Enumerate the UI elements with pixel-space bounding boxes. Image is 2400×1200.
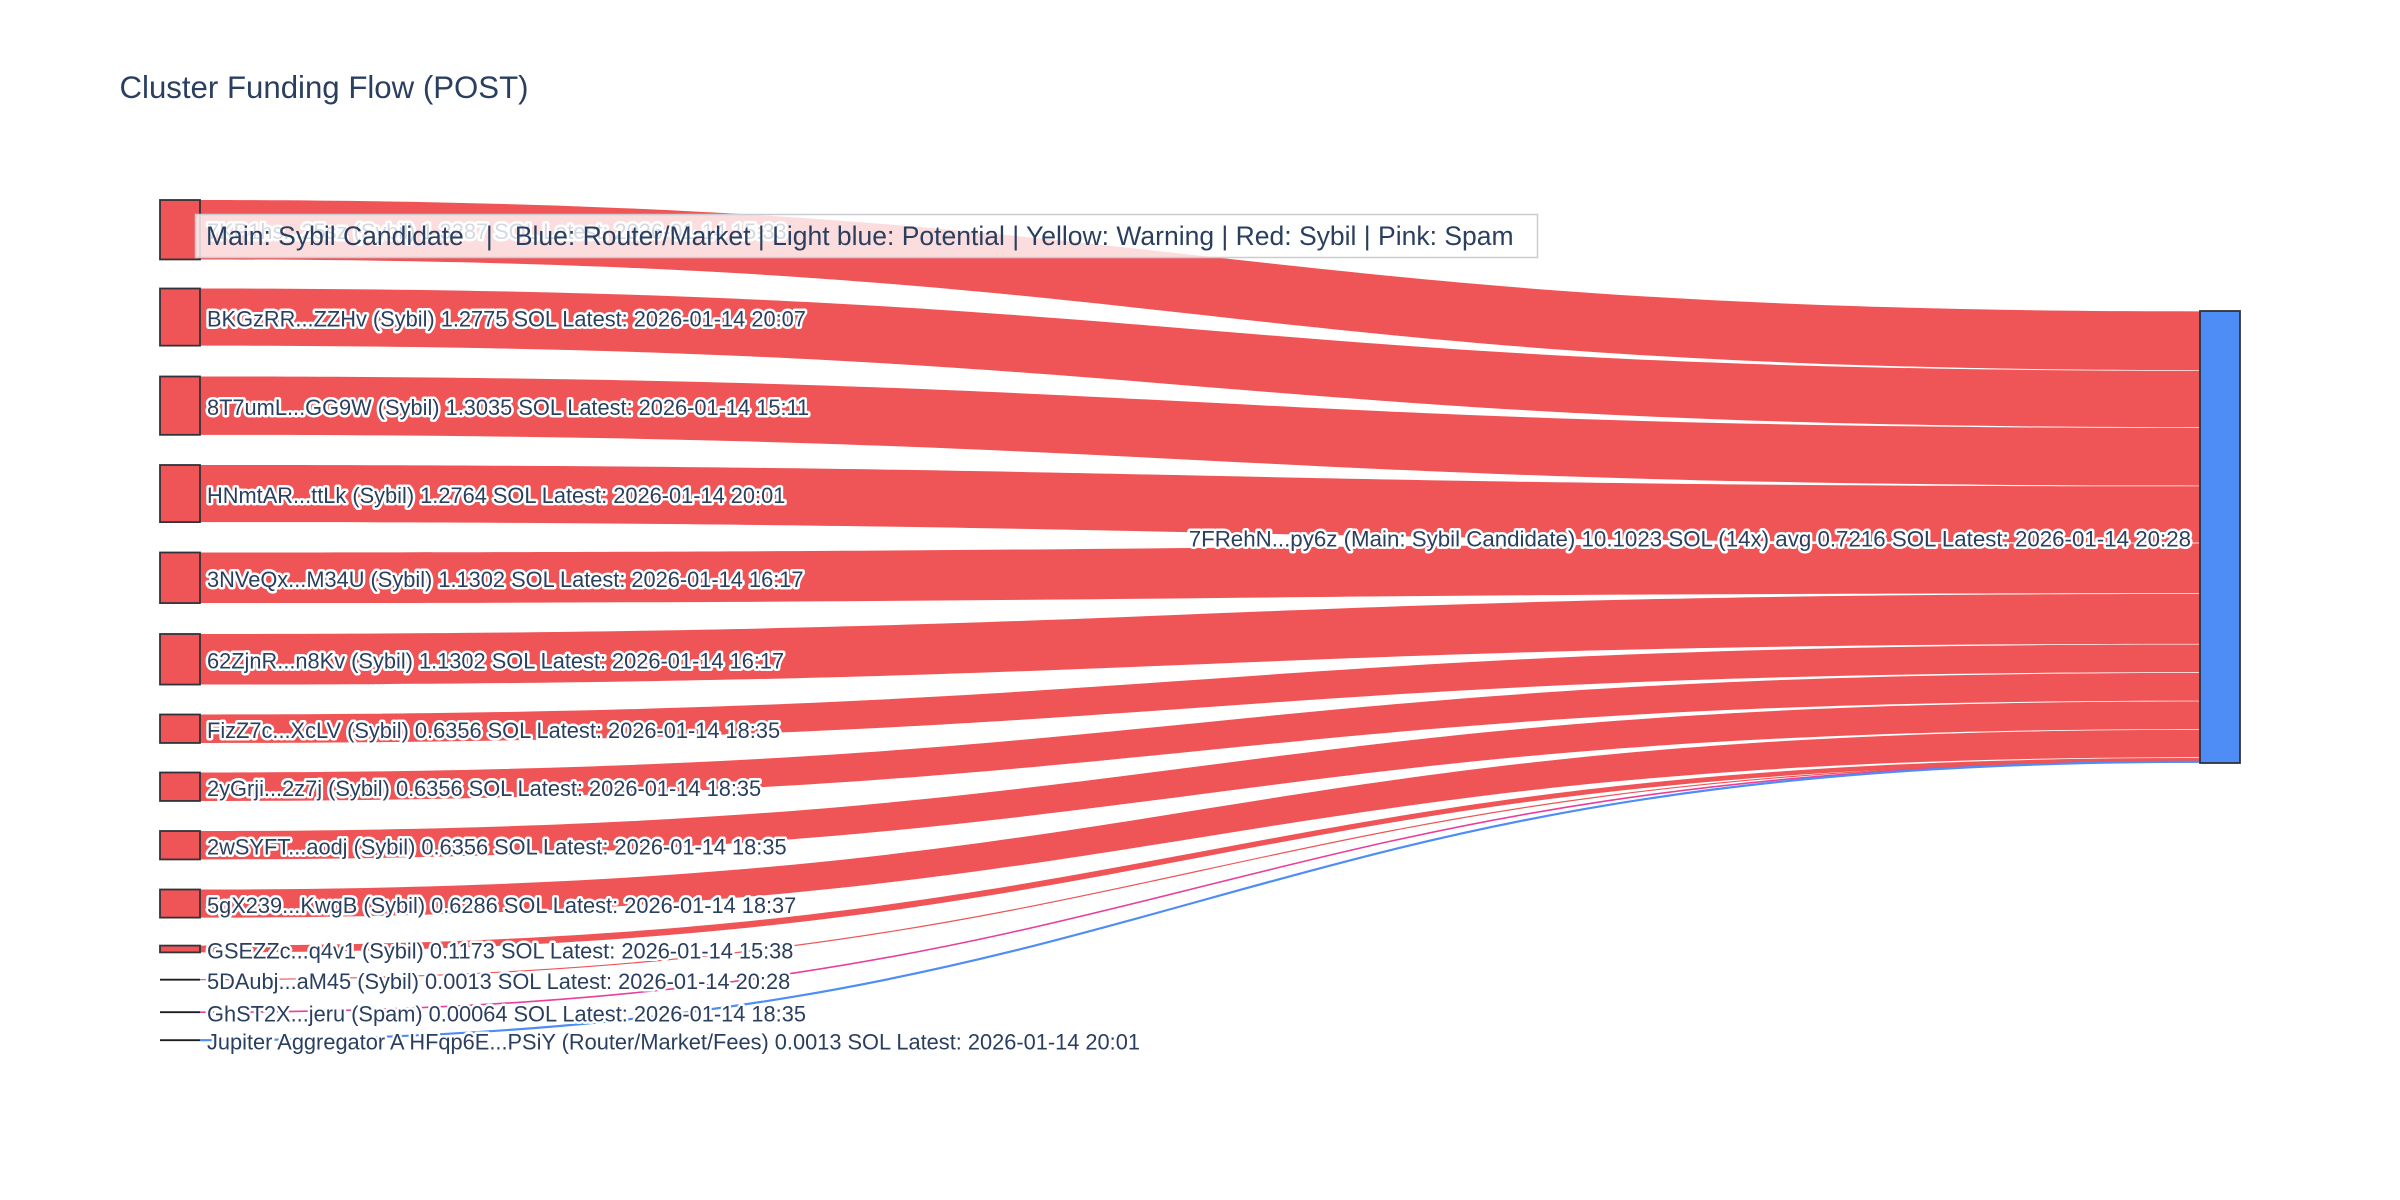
svg-text:5DAubj...aM45 (Sybil) 0.0013 S: 5DAubj...aM45 (Sybil) 0.0013 SOL Latest:…: [207, 969, 790, 994]
svg-text:8T7umL...GG9W (Sybil) 1.3035 S: 8T7umL...GG9W (Sybil) 1.3035 SOL Latest:…: [207, 395, 809, 420]
svg-text:FizZ7c...XcLV (Sybil) 0.6356 S: FizZ7c...XcLV (Sybil) 0.6356 SOL Latest:…: [207, 718, 780, 743]
svg-text:5gX239...KwgB (Sybil) 0.6286 S: 5gX239...KwgB (Sybil) 0.6286 SOL Latest:…: [207, 893, 796, 918]
svg-text:HNmtAR...ttLk (Sybil) 1.2764 S: HNmtAR...ttLk (Sybil) 1.2764 SOL Latest:…: [207, 483, 785, 508]
svg-text:Cluster Funding Flow (POST): Cluster Funding Flow (POST): [120, 70, 529, 105]
svg-text:GSEZZc...q4v1 (Sybil) 0.1173 S: GSEZZc...q4v1 (Sybil) 0.1173 SOL Latest:…: [207, 938, 793, 963]
svg-text:3NVeQx...M34U (Sybil) 1.1302 S: 3NVeQx...M34U (Sybil) 1.1302 SOL Latest:…: [207, 567, 804, 592]
svg-text:2wSYFT...aodj (Sybil) 0.6356 S: 2wSYFT...aodj (Sybil) 0.6356 SOL Latest:…: [207, 835, 787, 860]
svg-text:62ZjnR...n8Kv (Sybil) 1.1302 S: 62ZjnR...n8Kv (Sybil) 1.1302 SOL Latest:…: [207, 649, 784, 674]
svg-text:BKGzRR...ZZHv (Sybil) 1.2775 S: BKGzRR...ZZHv (Sybil) 1.2775 SOL Latest:…: [207, 306, 806, 331]
svg-text:GhST2X...jeru (Spam) 0.00064 S: GhST2X...jeru (Spam) 0.00064 SOL Latest:…: [207, 1002, 806, 1027]
svg-text:Jupiter Aggregator A HFqp6E...: Jupiter Aggregator A HFqp6E...PSiY (Rout…: [207, 1030, 1140, 1055]
svg-text:Main: Sybil Candidate | Bl: Main: Sybil Candidate | Blue: Router/Mar…: [206, 221, 1514, 251]
svg-text:7FRehN...py6z (Main: Sybil Can: 7FRehN...py6z (Main: Sybil Candidate) 10…: [1189, 526, 2191, 551]
svg-text:2yGrji...2z7j (Sybil) 0.6356 S: 2yGrji...2z7j (Sybil) 0.6356 SOL Latest:…: [207, 776, 761, 801]
